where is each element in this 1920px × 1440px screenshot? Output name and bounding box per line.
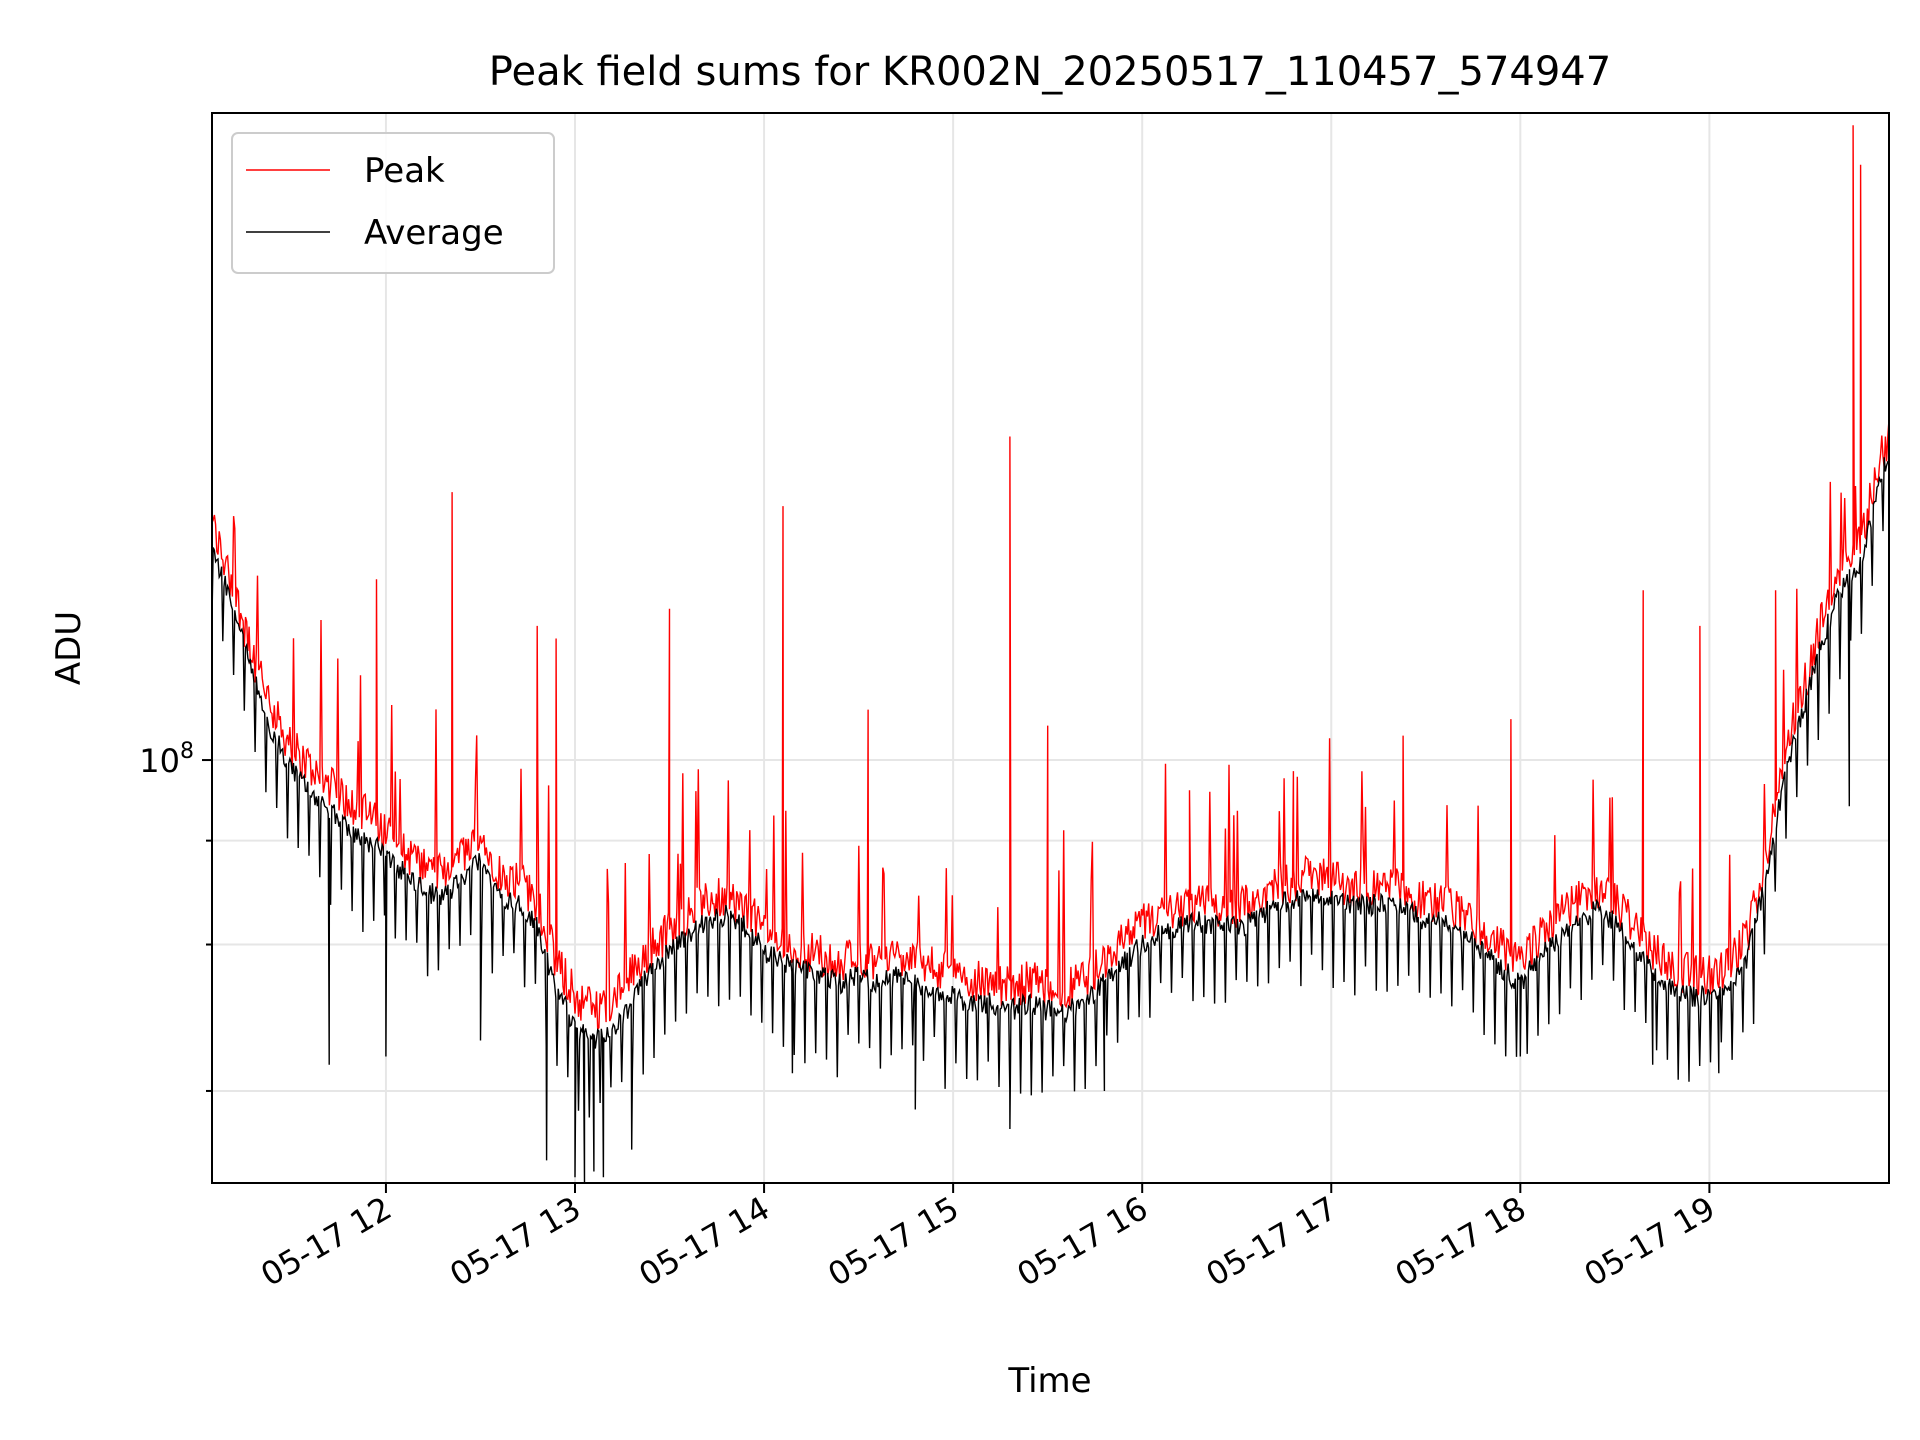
x-tick-label: 05-17 19 [1578,1189,1722,1294]
x-tick-label: 05-17 13 [443,1189,587,1294]
legend-box [231,132,555,274]
x-tick-label: 05-17 15 [822,1189,966,1294]
x-axis-ticks: 05-17 12 05-17 13 05-17 14 05-17 15 05-17 16… [254,1183,1721,1294]
legend-peak-label: Peak [364,151,445,191]
y-axis-ticks: 108 [139,739,212,1092]
y-tick-label: 108 [139,739,194,780]
average-series [211,457,1890,1184]
average-line [211,457,1890,1184]
y-axis-label: ADU [49,611,89,685]
x-tick-label: 05-17 12 [254,1189,398,1294]
chart-title: Peak field sums for KR002N_20250517_1104… [489,49,1611,95]
legend-average-label: Average [364,213,504,253]
x-tick-label: 05-17 16 [1011,1189,1155,1294]
x-axis-label: Time [1007,1361,1091,1401]
peak-series [211,125,1890,1032]
x-tick-label: 05-17 14 [632,1189,776,1294]
x-tick-label: 05-17 17 [1200,1189,1344,1294]
legend: Peak Average [231,132,555,274]
plot-frame [211,112,1890,1184]
x-tick-label: 05-17 18 [1389,1189,1533,1294]
peak-line [211,125,1890,1032]
grid [212,113,1889,1183]
